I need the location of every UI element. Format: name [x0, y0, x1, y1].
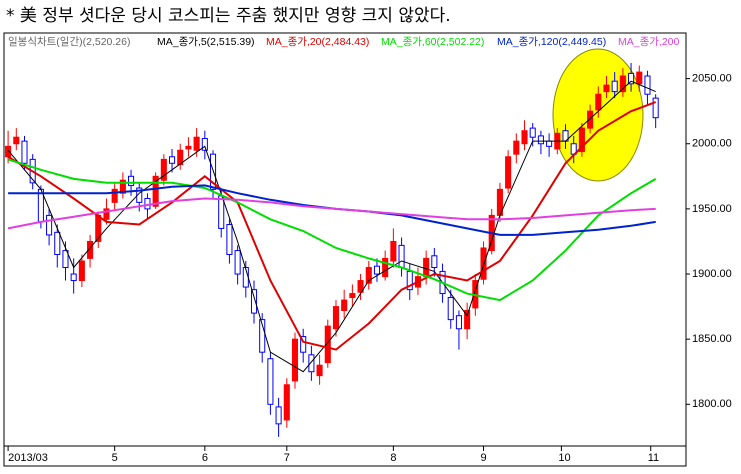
candle-body [587, 110, 594, 129]
candle-body [505, 156, 512, 189]
candle-body [398, 244, 405, 269]
candle-body [119, 179, 126, 194]
candle-body [136, 187, 143, 203]
candle-body [636, 71, 643, 85]
candle-body [603, 84, 610, 93]
legend: 일봉식차트(일간)(2,520.26) MA_종가,5(2,515.39) MA… [8, 35, 680, 48]
candle-body [46, 214, 53, 236]
legend-entry: 일봉식차트(일간)(2,520.26) [8, 35, 130, 48]
candle-body [382, 257, 389, 278]
candle-body [365, 267, 372, 284]
y-tick-label: 1850.00 [692, 333, 732, 345]
candle-body [128, 175, 135, 186]
candle-body [332, 306, 340, 330]
candle-body [160, 158, 167, 181]
candle-body [447, 296, 454, 321]
candle-body [546, 140, 553, 147]
x-tick-label: 10 [558, 452, 570, 464]
candle-body [152, 175, 159, 207]
legend-entry: MA_종가,5(2,515.39) [157, 36, 255, 48]
y-tick-label: 2000.00 [692, 138, 732, 150]
candle-body [226, 224, 233, 255]
chart-title: * 美 정부 셧다운 당시 코스피는 주춤 했지만 영향 크지 않았다. [6, 6, 451, 26]
candle-body [70, 273, 77, 282]
candle-body [423, 257, 430, 278]
candle-body [103, 208, 110, 220]
x-tick-label: 9 [481, 452, 487, 464]
candle-body [5, 145, 12, 158]
y-tick-label: 1950.00 [692, 203, 732, 215]
x-tick-label: 5 [112, 452, 118, 464]
legend-entry: MA_종가,60(2,502.22) [381, 36, 484, 48]
candle-body [78, 260, 85, 282]
candle-body [595, 93, 602, 111]
candle-body [275, 406, 282, 425]
candle-body [54, 231, 61, 255]
candle-body [168, 156, 176, 164]
x-tick-label: 7 [284, 452, 290, 464]
candle-body [13, 136, 20, 145]
candle-body [291, 338, 299, 382]
candle-body [537, 135, 544, 145]
candle-body [185, 145, 192, 150]
y-tick-label: 1900.00 [692, 268, 732, 280]
ma-line [7, 101, 657, 351]
ma-line [7, 80, 656, 373]
candle-body [628, 72, 635, 85]
candle-body [349, 293, 356, 298]
candle-body [87, 240, 94, 259]
x-tick-label: 2013/03 [8, 452, 48, 464]
candle-body [480, 247, 487, 280]
candle-body [357, 280, 364, 293]
candle-body [644, 75, 651, 95]
legend-entry: MA_종가,200 [618, 36, 680, 48]
candle-body [308, 354, 315, 373]
y-tick-label: 2050.00 [692, 73, 732, 85]
x-tick-label: 6 [202, 452, 208, 464]
candle-body [193, 136, 200, 151]
candle-body [513, 140, 520, 155]
x-tick-label: 8 [390, 452, 396, 464]
candle-body [21, 140, 28, 164]
x-axis-frame [3, 445, 687, 467]
candle-body [619, 75, 626, 93]
ma-line [7, 197, 656, 230]
candle-body [390, 240, 397, 262]
candle-body [209, 153, 217, 190]
candle-body [144, 197, 151, 210]
candle-body [316, 364, 323, 377]
legend-entry: MA_종가,120(2,449.45) [497, 36, 606, 48]
candle-body [62, 250, 69, 269]
candle-body [324, 325, 331, 364]
candle-body [341, 299, 348, 312]
candle-body [201, 138, 208, 151]
candle-body [259, 319, 266, 353]
candle-body [177, 149, 184, 166]
candle-body [455, 315, 462, 330]
ma-line [7, 158, 657, 302]
candle-body [267, 358, 274, 405]
plot-marks [5, 62, 659, 437]
candle-body [283, 384, 290, 421]
candle-body [652, 97, 659, 119]
candle-body [218, 195, 225, 229]
candle-body [300, 336, 307, 353]
candle-body [250, 289, 258, 314]
x-tick-label: 11 [648, 452, 659, 464]
candle-body [431, 255, 438, 269]
candle-body [464, 310, 471, 330]
candle-body [611, 80, 618, 93]
y-tick-label: 1800.00 [692, 398, 732, 410]
candle-body [234, 250, 241, 275]
candle-body [373, 265, 381, 275]
candle-body [111, 188, 118, 203]
candle-body [578, 127, 585, 153]
candle-body [529, 127, 536, 138]
candle-body [521, 130, 528, 145]
legend-entry: MA_종가,20(2,484.43) [266, 36, 369, 48]
